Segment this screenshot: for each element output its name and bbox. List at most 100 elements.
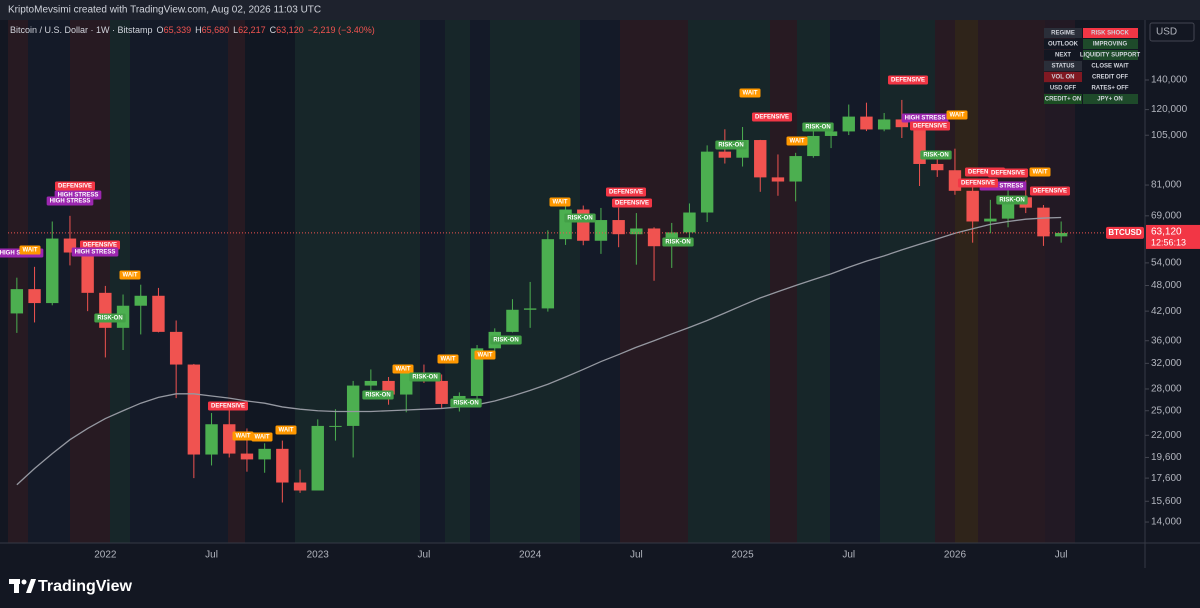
candle-body [789, 156, 802, 182]
table-cell [1044, 50, 1082, 60]
signal-label: WAIT [392, 364, 414, 374]
x-tick-label: Jul [418, 550, 431, 561]
signal-bg [909, 121, 951, 131]
signal-label: RISK-ON [802, 122, 834, 132]
signal-bg [437, 354, 459, 364]
ohlc-key: L [233, 25, 238, 35]
signal-text: DEFENSIVE [58, 184, 92, 190]
signal-bg [392, 364, 414, 374]
signal-text: DEFENSIVE [1033, 189, 1067, 195]
y-tick-label: 22,000 [1151, 430, 1182, 441]
ohlc-value: 65,680 [202, 25, 230, 35]
grid [1145, 79, 1149, 523]
signal-label: DEFENSIVE [54, 181, 96, 191]
x-tick-label: 2025 [731, 550, 754, 561]
ohlc-key: O [157, 25, 164, 35]
signal-bg [605, 187, 647, 197]
x-tick-label: 2024 [519, 550, 542, 561]
ohlc-value: 63,120 [276, 25, 304, 35]
symbol-tag: BTCUSD [1108, 228, 1142, 237]
signal-label: WAIT [232, 431, 254, 441]
candle-body [258, 448, 271, 460]
table-cell [1083, 83, 1138, 93]
table-cell [1044, 83, 1082, 93]
table-label: STATUS [1051, 64, 1074, 70]
y-tick-label: 105,000 [1151, 130, 1188, 141]
signal-text: DEFENSIVE [609, 190, 643, 196]
x-tick-label: 2022 [94, 550, 117, 561]
signal-text: DEFENSIVE [968, 170, 1002, 176]
signal-text: RISK-ON [412, 375, 437, 381]
signal-bg [996, 195, 1028, 205]
signal-label: DEFENSIVE [79, 240, 121, 250]
signal-bg [79, 240, 121, 250]
symbol: Bitcoin / U.S. Dollar · 1W · Bitstamp [10, 25, 153, 35]
table-label: USD OFF [1050, 86, 1077, 92]
candle-body [895, 119, 909, 128]
legend: Bitcoin / U.S. Dollar · 1W · Bitstamp O65… [10, 25, 375, 35]
candle-body [470, 348, 484, 396]
signal-text: DEFENSIVE [891, 78, 925, 84]
ohlc-key: H [195, 25, 202, 35]
brand: TradingView [38, 578, 133, 595]
table-value: CREDIT OFF [1092, 75, 1128, 81]
signal-bg [450, 398, 482, 408]
x-tick-label: Jul [842, 550, 855, 561]
signal-label: WAIT [1029, 167, 1051, 177]
signal-bg [901, 113, 949, 123]
y-tick-label: 120,000 [1151, 104, 1188, 115]
signal-text: RISK-ON [718, 143, 743, 149]
signal-label: RISK-ON [490, 335, 522, 345]
signal-bg [474, 350, 496, 360]
signal-text: HIGH STRESS [75, 250, 116, 256]
footer [0, 568, 1200, 608]
x-tick-label: Jul [630, 550, 643, 561]
candle-body [647, 228, 661, 247]
signal-label: WAIT [19, 245, 41, 255]
signal-label: DEFENSIVE [909, 121, 951, 131]
signal-text: WAIT [1033, 170, 1048, 176]
signal-label: WAIT [946, 110, 968, 120]
candle-body [842, 116, 855, 132]
table-label: NEXT [1055, 53, 1071, 59]
signal-bg [251, 432, 273, 442]
signal-text: WAIT [743, 91, 758, 97]
signal-bg [751, 112, 793, 122]
signal-text: DEFENSIVE [83, 243, 117, 249]
table-cell [1044, 61, 1082, 71]
table-cell [1044, 94, 1082, 104]
candle-body [435, 380, 448, 404]
candle-body [877, 119, 891, 130]
table-cell [1083, 72, 1138, 82]
signal-text: WAIT [279, 428, 294, 434]
table-value: CLOSE WAIT [1091, 64, 1129, 70]
table-cell [1044, 39, 1082, 49]
y-tick-label: 28,000 [1151, 384, 1182, 395]
ohlc-value: 65,339 [164, 25, 192, 35]
x-tick-label: 2026 [944, 550, 967, 561]
signal-bg [71, 247, 119, 257]
candle-body [329, 425, 342, 427]
signal-text: HIGH STRESS [50, 199, 91, 205]
currency: USD [1156, 27, 1177, 38]
candle-body [152, 295, 165, 332]
signal-text: HIGH STRESS [58, 193, 99, 199]
y-tick-label: 25,000 [1151, 405, 1182, 416]
candle-body [10, 289, 24, 314]
signal-label: RISK-ON [450, 398, 482, 408]
signal-label: RISK-ON [409, 372, 441, 382]
signal-text: WAIT [553, 200, 568, 206]
candle-body [99, 292, 112, 328]
candle-body [276, 448, 289, 483]
signal-text: RISK-ON [999, 198, 1024, 204]
signal-bg [739, 88, 761, 98]
signal-text: HIGH STRESS [905, 116, 946, 122]
candle-body [293, 482, 307, 491]
signal-label: RISK-ON [94, 313, 126, 323]
signal-label: WAIT [275, 425, 297, 435]
signal-bg [715, 140, 747, 150]
signal-text: WAIT [950, 113, 965, 119]
candle-body [223, 424, 236, 454]
signal-bg [564, 213, 596, 223]
